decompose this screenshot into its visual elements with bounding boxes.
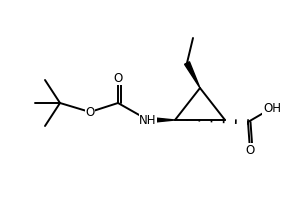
Polygon shape [148,117,175,123]
Text: NH: NH [139,113,157,127]
Text: O: O [113,71,123,85]
Text: OH: OH [263,102,281,114]
Polygon shape [185,62,200,88]
Text: O: O [85,106,95,118]
Text: O: O [245,144,255,156]
